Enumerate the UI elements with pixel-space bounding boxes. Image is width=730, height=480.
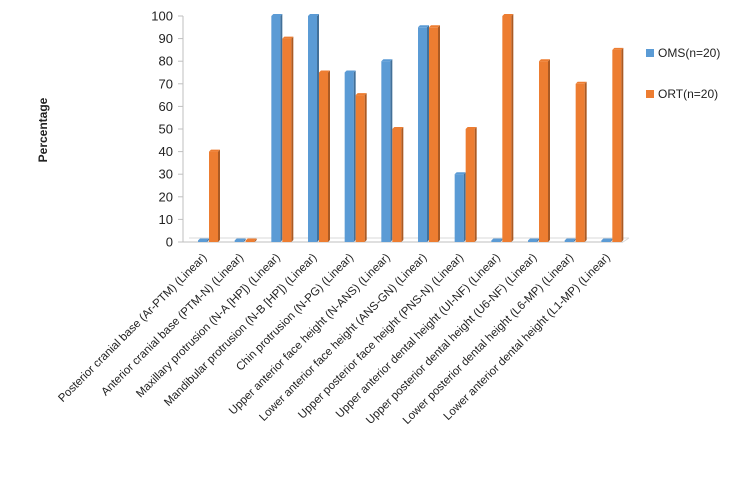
x-axis-end-line	[622, 237, 630, 243]
bar-side-ort	[254, 238, 257, 242]
x-category-label: Lower posterior dental height (L6-MP) (L…	[401, 252, 576, 427]
bar-top-oms	[418, 25, 429, 28]
bar-top-ort	[539, 59, 550, 62]
bar-oms	[601, 240, 611, 242]
bar-top-ort	[282, 36, 294, 39]
bar-top-ort	[575, 81, 587, 84]
bar-top-oms	[491, 238, 503, 241]
bar-top-oms	[528, 238, 539, 241]
y-tick-label: 50	[159, 122, 173, 137]
bar-side-oms	[500, 238, 503, 242]
bar-ort	[355, 95, 365, 242]
bar-side-ort	[621, 47, 624, 243]
bar-side-ort	[291, 36, 294, 242]
bar-oms	[234, 240, 244, 242]
bar-top-ort	[319, 70, 330, 73]
bar-top-oms	[381, 59, 393, 62]
bar-oms	[271, 16, 281, 242]
x-category-label: Lower anterior face height (ANS-GN) (Lin…	[257, 252, 429, 424]
bar-oms	[491, 240, 501, 242]
x-category-label: Upper posterior dental height (U6-NF) (L…	[364, 252, 539, 427]
bar-oms	[381, 61, 391, 243]
bar-side-oms	[280, 14, 283, 242]
bar-top-oms	[234, 238, 246, 241]
bar-side-oms	[463, 172, 466, 242]
bar-oms	[418, 27, 427, 242]
bar-oms	[564, 240, 574, 242]
bar-top-ort	[429, 25, 440, 28]
bar-oms	[528, 240, 537, 242]
bar-ort	[245, 240, 255, 242]
bar-side-ort	[328, 70, 330, 242]
y-axis-title: Percentage	[36, 97, 50, 162]
bar-side-oms	[243, 238, 246, 242]
bar-oms	[344, 72, 354, 242]
bar-side-ort	[364, 93, 367, 242]
bar-top-oms	[271, 14, 283, 16]
bar-top-ort	[355, 93, 367, 96]
x-category-label: Anterior cranial base (PTM-N) (Linear)	[99, 252, 246, 399]
y-tick-label: 10	[159, 212, 173, 227]
y-tick-label: 70	[159, 76, 173, 91]
bar-oms	[308, 16, 317, 242]
bar-top-ort	[245, 238, 257, 241]
bar-side-oms	[317, 14, 319, 242]
bar-side-ort	[401, 127, 404, 242]
bar-ort	[539, 61, 548, 243]
bar-ort	[612, 49, 622, 243]
y-tick-label: 40	[159, 144, 173, 159]
legend-label-oms: OMS(n=20)	[658, 46, 720, 60]
bar-top-ort	[612, 47, 624, 50]
bar-side-oms	[207, 238, 209, 242]
y-tick-label: 60	[159, 99, 173, 114]
bar-top-oms	[454, 172, 466, 175]
bar-top-ort	[209, 149, 220, 152]
bar-side-oms	[610, 238, 613, 242]
bar-ort	[282, 38, 292, 242]
y-tick-label: 0	[166, 235, 173, 250]
bar-side-oms	[573, 238, 576, 242]
legend-label-ort: ORT(n=20)	[658, 87, 718, 101]
legend-swatch-oms	[646, 49, 654, 57]
y-tick-label: 90	[159, 31, 173, 46]
bar-top-oms	[564, 238, 576, 241]
bar-top-ort	[392, 127, 404, 129]
bar-side-oms	[353, 70, 356, 242]
bar-side-oms	[390, 59, 393, 243]
bar-ort	[319, 72, 328, 242]
y-tick-label: 20	[159, 189, 173, 204]
bar-top-oms	[198, 238, 209, 241]
bar-side-ort	[474, 127, 477, 242]
bar-ort	[465, 129, 475, 242]
bar-side-oms	[427, 25, 429, 242]
legend-swatch-ort	[646, 90, 654, 98]
bar-oms	[454, 174, 464, 242]
bar-top-ort	[502, 14, 514, 16]
bar-oms	[198, 240, 207, 242]
y-tick-label: 100	[151, 9, 173, 24]
bar-top-oms	[344, 70, 356, 73]
bar-side-oms	[537, 238, 539, 242]
bar-side-ort	[511, 14, 514, 242]
x-category-label: Lower anterior dental height (L1-MP) (Li…	[442, 252, 613, 423]
bar-ort	[429, 27, 438, 242]
bar-side-ort	[584, 81, 587, 242]
bar-top-oms	[601, 238, 613, 241]
bar-ort	[209, 151, 218, 242]
bar-ort	[575, 83, 585, 242]
bar-side-ort	[438, 25, 440, 242]
bar-ort	[502, 16, 512, 242]
bar-side-ort	[218, 149, 220, 242]
y-tick-label: 80	[159, 54, 173, 69]
bar-top-oms	[308, 14, 319, 16]
bar-ort	[392, 129, 402, 242]
bar-top-ort	[465, 127, 477, 129]
y-tick-label: 30	[159, 167, 173, 182]
bar-side-ort	[548, 59, 550, 243]
